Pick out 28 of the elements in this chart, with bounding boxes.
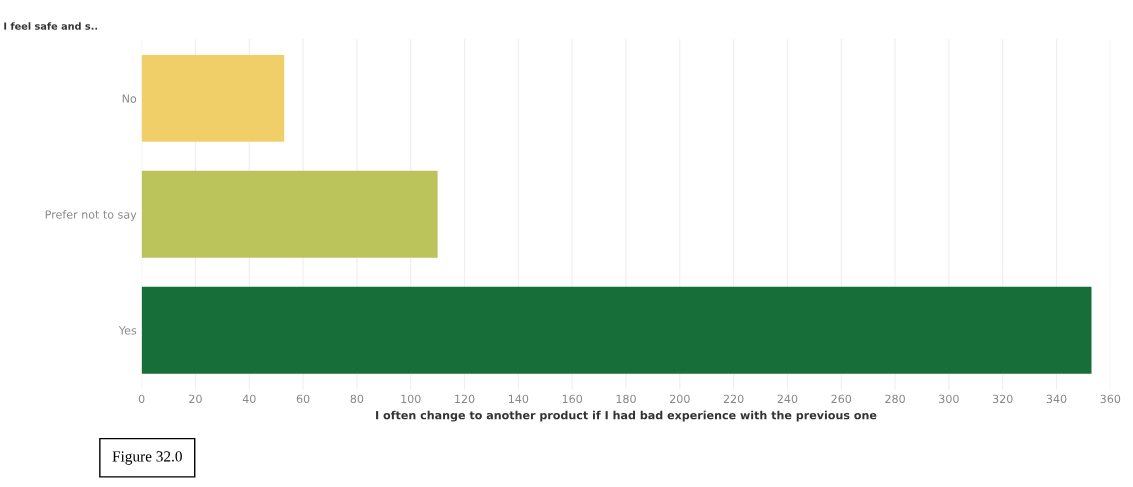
y-tick-label: Prefer not to say bbox=[45, 210, 137, 221]
x-tick-label: 100 bbox=[401, 394, 421, 404]
x-tick-label: 140 bbox=[508, 394, 529, 404]
y-axis-title: I feel safe and s.. bbox=[4, 22, 98, 30]
x-tick-label: 180 bbox=[616, 394, 636, 404]
x-tick-label: 340 bbox=[1046, 394, 1067, 404]
x-tick-label: 40 bbox=[242, 394, 256, 404]
x-tick-label: 80 bbox=[350, 394, 364, 404]
x-tick-label: 60 bbox=[296, 394, 310, 404]
bar bbox=[141, 286, 1092, 374]
x-tick-label: 300 bbox=[939, 394, 959, 404]
bar bbox=[141, 170, 438, 258]
x-tick-label: 0 bbox=[138, 394, 145, 404]
x-tick-label: 120 bbox=[455, 394, 475, 404]
x-tick-label: 20 bbox=[189, 394, 202, 404]
x-tick-label: 260 bbox=[831, 394, 852, 404]
caption: Figure 32.0 bbox=[112, 451, 182, 465]
bar bbox=[141, 54, 285, 142]
x-tick-label: 320 bbox=[992, 394, 1013, 404]
x-tick-label: 240 bbox=[777, 394, 798, 404]
x-tick-label: 160 bbox=[562, 394, 583, 404]
y-tick-label: No bbox=[122, 94, 137, 103]
y-tick-label: Yes bbox=[118, 326, 137, 335]
x-tick-label: 220 bbox=[723, 394, 744, 404]
x-axis-title: I often change to another product if I had bad experience with the previous one bbox=[376, 410, 877, 422]
x-tick-label: 280 bbox=[885, 394, 905, 404]
x-tick-label: 200 bbox=[670, 394, 690, 404]
x-tick-label: 360 bbox=[1100, 394, 1121, 404]
